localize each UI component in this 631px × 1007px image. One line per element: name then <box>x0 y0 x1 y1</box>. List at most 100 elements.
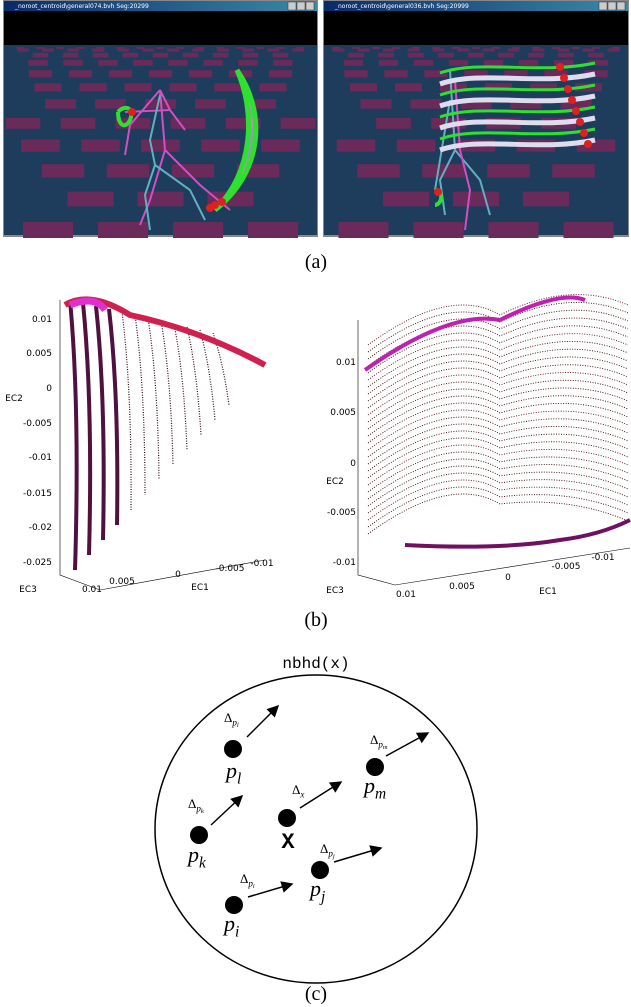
label-base: Δ <box>224 710 232 725</box>
floor-tile <box>141 140 180 152</box>
point <box>278 809 296 827</box>
label-subsubscript: k <box>201 808 204 815</box>
marker-ball <box>576 118 584 126</box>
manifold-edge <box>365 298 585 371</box>
x-tick-label: 0.005 <box>109 577 135 587</box>
manifold-curve <box>368 487 628 527</box>
y-tick-label: -0.01 <box>29 453 52 463</box>
floor-tile <box>608 48 620 51</box>
floor-tile <box>483 48 495 51</box>
floor-tile <box>484 60 503 66</box>
x-tick-label: 0 <box>175 570 181 580</box>
window: _noroot_centroid\general036.bvh Seg:2099… <box>323 0 629 238</box>
floor-tile <box>169 83 196 91</box>
difference-arrow <box>211 796 242 825</box>
floor-tile <box>29 70 52 77</box>
floor-tile <box>93 53 109 58</box>
floor-tile <box>281 118 316 129</box>
difference-arrow <box>386 733 428 756</box>
manifold-curve <box>70 300 77 570</box>
floor-tile <box>98 60 117 66</box>
floor-tile <box>109 70 132 77</box>
floor-tile <box>123 53 139 58</box>
window-button <box>599 2 607 10</box>
floor-tile <box>33 53 49 58</box>
manifold-curve <box>368 380 628 422</box>
point <box>224 740 242 758</box>
y-tick-label: 0.005 <box>26 349 52 359</box>
manifold-curve <box>368 452 628 492</box>
floor-tile <box>344 60 363 66</box>
y-tick-label: -0.02 <box>29 523 52 533</box>
floor-tile <box>28 60 47 66</box>
label: pi <box>222 911 239 941</box>
manifold-curve <box>122 312 131 510</box>
manifold-curve <box>83 303 90 555</box>
manifold-curve <box>96 306 104 540</box>
manifold-curve <box>368 396 628 436</box>
floor-tile <box>414 60 433 66</box>
axis-label: EC1 <box>191 583 209 593</box>
manifold-curve <box>368 341 628 387</box>
label-subscript: k <box>199 855 207 872</box>
marker-ball <box>556 63 564 71</box>
floor-tile <box>45 99 76 109</box>
floor-tile <box>257 47 265 49</box>
floor-tile <box>408 53 424 58</box>
manifold-curve <box>368 431 628 471</box>
axis-label: EC1 <box>539 587 557 597</box>
floor-tile <box>149 70 172 77</box>
axis-label: EC2 <box>326 477 344 487</box>
window-button <box>288 2 296 10</box>
manifold-curve <box>368 424 628 464</box>
floor-tile <box>157 47 165 49</box>
floor-tile <box>61 118 96 129</box>
label-base: p <box>222 911 235 936</box>
label-subsubscript: m <box>383 744 388 751</box>
manifold-curve <box>368 438 628 478</box>
figure: _noroot_centroid\general074.bvh Seg:2029… <box>0 0 631 1007</box>
axis-label: EC3 <box>326 586 344 596</box>
floor-tile <box>67 48 79 51</box>
label-base: p <box>224 758 237 783</box>
neighborhood-title: nbhd(x) <box>282 655 349 673</box>
label: Δpj <box>320 841 335 860</box>
floor-tile <box>489 222 539 238</box>
manifold-curve <box>368 334 628 380</box>
floor-tile <box>383 192 429 207</box>
manifold-curve <box>368 365 628 408</box>
floor-tile <box>523 192 569 207</box>
floor-tile <box>361 99 392 109</box>
floor-tile <box>339 222 389 238</box>
y-tick-label: 0.01 <box>32 315 52 325</box>
panel-label: (b) <box>304 609 327 631</box>
label: Δpi <box>240 871 255 890</box>
manifold-curve <box>187 327 201 435</box>
label-subsubscript: l <box>237 722 239 729</box>
floor-tile <box>195 99 226 109</box>
floor-tile <box>588 53 604 58</box>
floor-tile <box>117 48 129 51</box>
window-title: _noroot_centroid\general036.bvh Seg:2099… <box>334 3 469 10</box>
manifold-edge <box>70 301 105 310</box>
floor-tile <box>449 60 468 66</box>
label-base: Δ <box>320 841 328 856</box>
window-title: _noroot_centroid\general074.bvh Seg:2029… <box>14 3 149 10</box>
label-base: Δ <box>370 732 378 747</box>
floor-tile <box>171 118 206 129</box>
x-tick-label: 0.01 <box>396 590 416 600</box>
floor-tile <box>243 53 259 58</box>
floor-tile <box>583 48 595 51</box>
marker-ball <box>580 129 588 137</box>
x-tick-label: 0.01 <box>82 585 102 595</box>
y-tick-label: -0.01 <box>333 558 356 568</box>
floor-tile <box>498 53 514 58</box>
x-tick-label: 0 <box>505 573 511 583</box>
floor-tile <box>23 222 73 238</box>
label-base: p <box>308 876 321 901</box>
label: pm <box>362 773 386 803</box>
floor-tile <box>201 140 240 152</box>
x-tick-label: -0.005 <box>215 564 244 574</box>
floor-tile <box>397 140 436 152</box>
floor-tile <box>203 60 222 66</box>
